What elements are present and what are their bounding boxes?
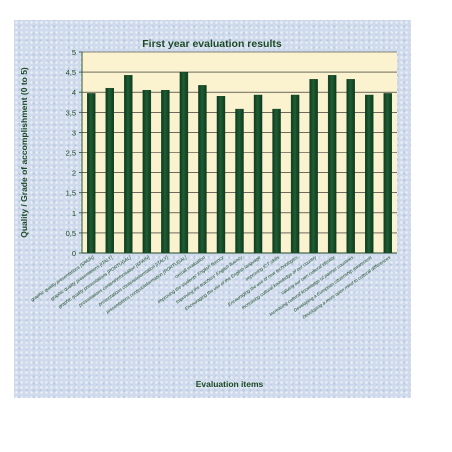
- x-tick-label: graphic quality presentations [SPAIN]: [30, 254, 96, 302]
- bar: [383, 93, 392, 254]
- bar: [161, 89, 170, 254]
- y-tick-label: 4,5: [66, 68, 76, 77]
- y-tick-label: 0,5: [66, 229, 76, 238]
- bar: [272, 108, 281, 254]
- bar: [142, 89, 152, 254]
- chart-title: First year evaluation results: [142, 38, 282, 50]
- y-tick-label: 3: [72, 128, 76, 137]
- y-tick-label: 4: [72, 88, 76, 97]
- bar-chart: First year evaluation results 0 0,5 1 1,5 2 2…: [19, 38, 397, 389]
- bar: [327, 75, 337, 254]
- bar: [216, 96, 226, 254]
- bar: [235, 108, 244, 254]
- y-tick-label: 2: [72, 169, 76, 178]
- bar: [309, 79, 318, 254]
- x-tick-label: Improving the students' English fluency: [157, 254, 226, 304]
- bar: [124, 75, 133, 254]
- chart-figure: First year evaluation results 0 0,5 1 1,5 2 2…: [14, 20, 411, 398]
- y-tick-label: 3,5: [66, 108, 76, 117]
- bar: [253, 94, 263, 254]
- y-axis-label: Quality / Grade of accomplishment (0 to …: [19, 67, 29, 238]
- x-axis-label: Evaluation items: [196, 379, 264, 389]
- y-tick-labels: 0 0,5 1 1,5 2 2,5 3 3,5 4 4,5 5: [66, 48, 76, 258]
- x-tick-labels: graphic quality presentations [SPAIN]gra…: [30, 254, 392, 319]
- bar: [365, 94, 374, 254]
- bar: [105, 87, 114, 254]
- bar: [346, 79, 355, 254]
- y-tick-label: 1: [72, 209, 76, 218]
- y-tick-label: 0: [72, 249, 76, 258]
- bars: [87, 71, 392, 254]
- y-tick-label: 2,5: [66, 149, 76, 158]
- y-tick-label: 1,5: [66, 189, 76, 198]
- bar: [290, 94, 300, 254]
- bar: [87, 93, 96, 254]
- bar: [198, 85, 207, 254]
- bar: [179, 71, 189, 254]
- y-tick-label: 5: [72, 48, 76, 57]
